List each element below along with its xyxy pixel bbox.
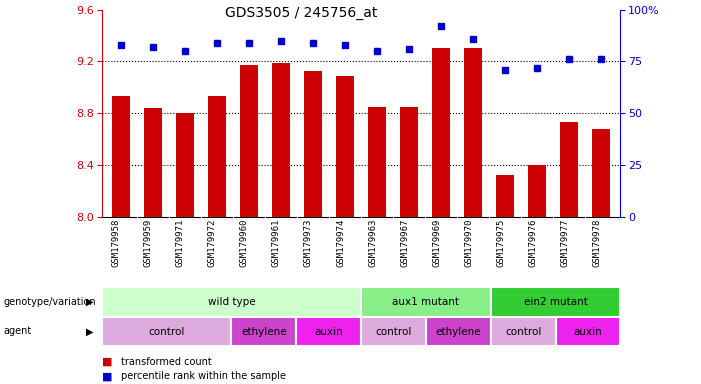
- Text: GSM179969: GSM179969: [432, 218, 441, 267]
- Text: GDS3505 / 245756_at: GDS3505 / 245756_at: [225, 6, 378, 20]
- Bar: [496, 175, 514, 217]
- Text: GSM179972: GSM179972: [208, 218, 217, 267]
- Text: GSM179975: GSM179975: [496, 218, 505, 267]
- Bar: [529, 165, 546, 217]
- Text: transformed count: transformed count: [121, 357, 212, 367]
- Text: auxin: auxin: [314, 326, 343, 337]
- Text: GSM179971: GSM179971: [176, 218, 185, 267]
- Bar: [272, 63, 290, 217]
- Text: agent: agent: [4, 326, 32, 336]
- Bar: [556, 317, 620, 346]
- Text: GSM179973: GSM179973: [304, 218, 313, 267]
- Bar: [112, 96, 130, 217]
- Bar: [102, 317, 231, 346]
- Bar: [368, 107, 386, 217]
- Text: ■: ■: [102, 357, 112, 367]
- Text: control: control: [149, 326, 184, 337]
- Bar: [433, 48, 450, 217]
- Bar: [297, 317, 361, 346]
- Bar: [361, 287, 491, 317]
- Bar: [336, 76, 354, 217]
- Bar: [491, 287, 620, 317]
- Text: GSM179961: GSM179961: [272, 218, 281, 267]
- Text: control: control: [375, 326, 411, 337]
- Text: GSM179978: GSM179978: [592, 218, 601, 267]
- Text: GSM179977: GSM179977: [560, 218, 569, 267]
- Bar: [208, 96, 226, 217]
- Text: percentile rank within the sample: percentile rank within the sample: [121, 371, 286, 381]
- Bar: [144, 108, 162, 217]
- Text: ein2 mutant: ein2 mutant: [524, 297, 587, 307]
- Text: GSM179963: GSM179963: [368, 218, 377, 267]
- Bar: [592, 129, 610, 217]
- Bar: [231, 317, 297, 346]
- Bar: [240, 65, 258, 217]
- Text: wild type: wild type: [207, 297, 255, 307]
- Bar: [176, 113, 193, 217]
- Text: control: control: [505, 326, 541, 337]
- Text: GSM179974: GSM179974: [336, 218, 345, 267]
- Text: GSM179967: GSM179967: [400, 218, 409, 267]
- Text: GSM179970: GSM179970: [464, 218, 473, 267]
- Text: ■: ■: [102, 371, 112, 381]
- Bar: [361, 317, 426, 346]
- Text: ▶: ▶: [86, 326, 93, 336]
- Text: auxin: auxin: [573, 326, 602, 337]
- Bar: [304, 71, 322, 217]
- Text: ▶: ▶: [86, 297, 93, 307]
- Bar: [491, 317, 556, 346]
- Bar: [560, 122, 578, 217]
- Text: ethylene: ethylene: [241, 326, 287, 337]
- Text: GSM179958: GSM179958: [112, 218, 121, 267]
- Text: GSM179959: GSM179959: [144, 218, 153, 267]
- Bar: [426, 317, 491, 346]
- Bar: [102, 287, 361, 317]
- Text: GSM179960: GSM179960: [240, 218, 249, 267]
- Text: GSM179976: GSM179976: [528, 218, 537, 267]
- Text: aux1 mutant: aux1 mutant: [393, 297, 459, 307]
- Text: ethylene: ethylene: [435, 326, 481, 337]
- Text: genotype/variation: genotype/variation: [4, 297, 96, 307]
- Bar: [400, 107, 418, 217]
- Bar: [464, 48, 482, 217]
